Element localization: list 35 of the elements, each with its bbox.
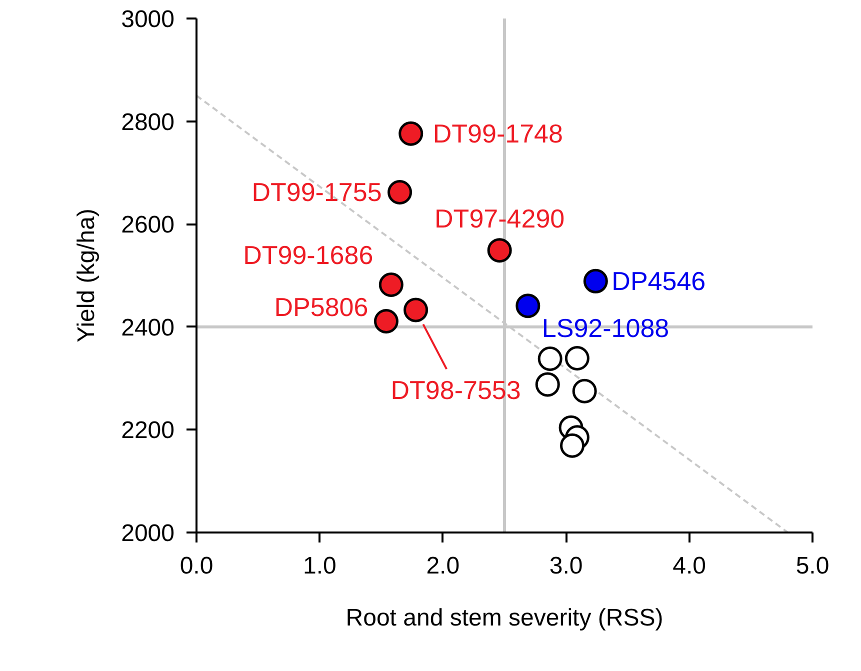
y-tick-label: 3000 (121, 6, 174, 33)
point (516, 294, 540, 318)
y-tick-label: 2400 (121, 314, 174, 342)
x-tick-label: 4.0 (672, 552, 706, 580)
x-axis-title: Root and stem severity (RSS) (346, 604, 664, 632)
x-tick-label: 2.0 (426, 552, 460, 580)
point (572, 378, 597, 404)
y-tick-label: 2200 (121, 417, 174, 444)
point (398, 121, 424, 146)
annotation: LS92-1088 (542, 312, 670, 343)
point (564, 346, 590, 370)
point (535, 372, 560, 397)
annotation: DP4546 (612, 266, 706, 296)
point (583, 268, 608, 294)
annotation: DT99-1748 (432, 118, 563, 149)
point (404, 298, 428, 322)
y-axis-title: Yield (kg/ha) (73, 208, 100, 342)
point (560, 433, 585, 458)
x-tick-label: 5.0 (796, 552, 830, 580)
x-tick-label: 0.0 (180, 552, 214, 580)
point (538, 346, 562, 371)
annotation: DT98-7553 (390, 374, 521, 405)
x-tick-label: 3.0 (549, 552, 583, 580)
annotation: DT99-1686 (243, 240, 374, 270)
annotation: DT99-1755 (252, 177, 382, 208)
annotation: DP5806 (274, 292, 368, 322)
annotation: DT97-4290 (434, 203, 565, 234)
point (487, 238, 512, 263)
y-tick-label: 2000 (121, 520, 174, 547)
point (378, 272, 404, 297)
point (374, 309, 398, 334)
point (388, 180, 412, 204)
y-tick-label: 2800 (121, 108, 174, 136)
y-tick-label: 2600 (121, 212, 174, 239)
x-tick-label: 1.0 (303, 552, 336, 580)
